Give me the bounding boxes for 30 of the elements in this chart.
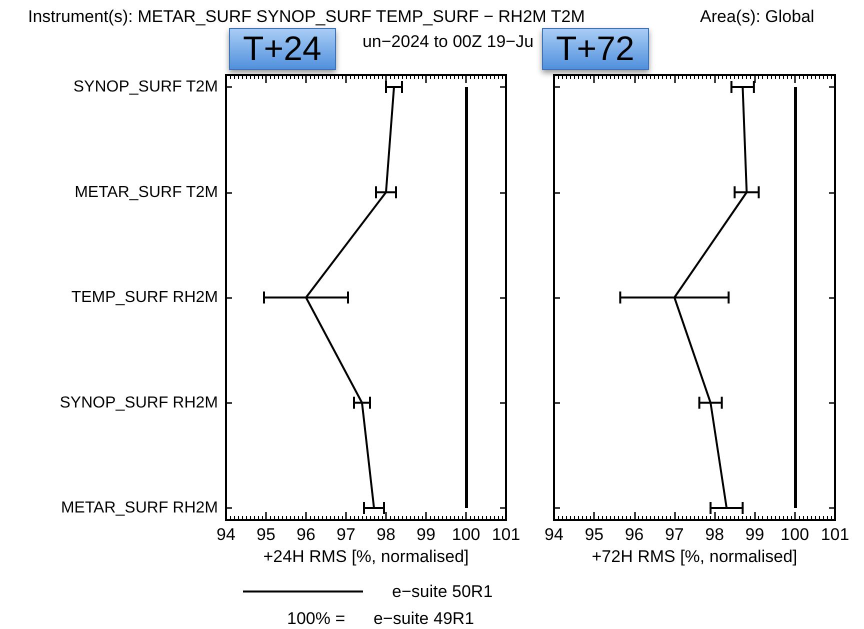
y-tick-label: TEMP_SURF RH2M — [71, 289, 218, 306]
x-tick-label: 95 — [584, 525, 604, 544]
x-tick-label: 97 — [336, 525, 356, 544]
x-tick-label: 98 — [705, 525, 724, 544]
x-tick-label: 101 — [492, 525, 520, 544]
x-tick-label: 95 — [256, 525, 276, 544]
y-tick-label: SYNOP_SURF T2M — [73, 78, 218, 96]
x-axis-title: +24H RMS [%, normalised] — [263, 546, 469, 566]
x-tick-label: 94 — [216, 525, 236, 544]
text: Instrument(s): METAR_SURF SYNOP_SURF TEMP_SURF − RH2M T2M — [28, 7, 585, 26]
x-tick-label: 96 — [624, 525, 644, 544]
text: 100% = e−suite 49R1 — [287, 609, 474, 628]
x-tick-label: 99 — [416, 525, 436, 544]
x-tick-label: 97 — [664, 525, 684, 544]
x-tick-label: 101 — [820, 525, 850, 544]
y-tick-label: METAR_SURF RH2M — [60, 500, 218, 516]
chart-title: T+72 — [556, 30, 634, 68]
x-axis-title: +72H RMS [%, normalised] — [592, 546, 798, 566]
y-tick-label: METAR_SURF T2M — [74, 184, 218, 201]
x-tick-label: 98 — [376, 525, 396, 544]
text: un−2024 to 00Z 19−Ju — [362, 32, 534, 51]
x-tick-label: 100 — [780, 525, 810, 544]
chart-title: T+24 — [243, 30, 322, 68]
x-tick-label: 100 — [452, 525, 480, 544]
x-tick-label: 99 — [745, 525, 764, 544]
y-tick-label: SYNOP_SURF RH2M — [60, 394, 218, 412]
x-tick-label: 94 — [544, 525, 564, 544]
text: e−suite 50R1 — [392, 582, 493, 601]
text: Area(s): Global — [700, 7, 814, 26]
x-tick-label: 96 — [296, 525, 316, 544]
